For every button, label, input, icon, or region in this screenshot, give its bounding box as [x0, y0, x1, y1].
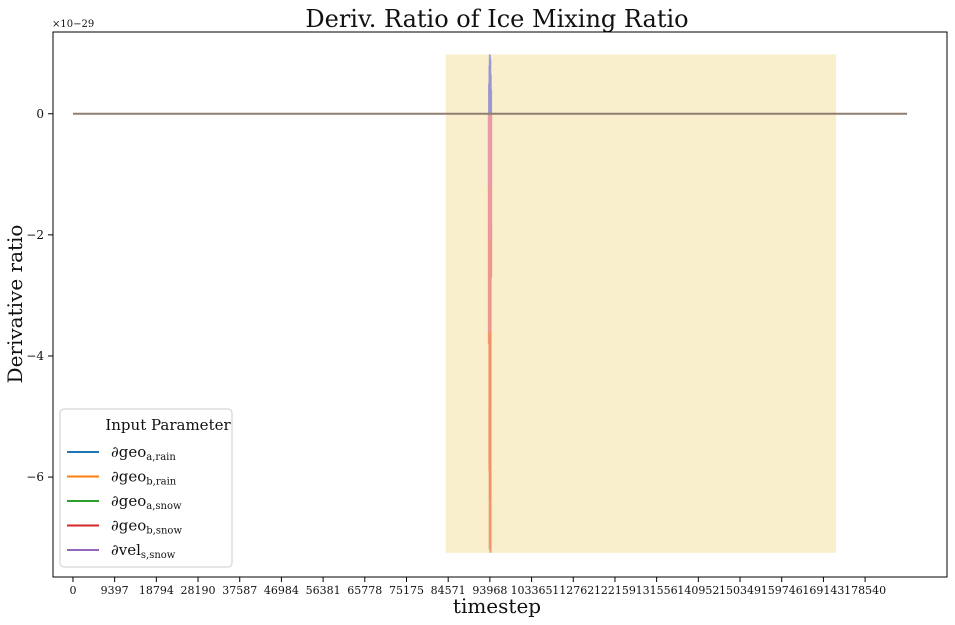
chart-title: Deriv. Ratio of Ice Mixing Ratio	[305, 5, 688, 33]
x-tick-label: 84571	[431, 584, 466, 597]
x-tick-label: 65778	[347, 584, 382, 597]
x-tick-label: 18794	[139, 584, 174, 597]
x-tick-label: 103365	[511, 584, 553, 597]
y-tick-label: −6	[26, 470, 44, 484]
legend-title: Input Parameter	[105, 416, 231, 434]
x-tick-label: 159746	[761, 584, 803, 597]
x-tick-label: 122159	[594, 584, 636, 597]
x-tick-label: 140952	[677, 584, 719, 597]
y-axis-label: Derivative ratio	[3, 225, 27, 384]
x-tick-label: 169143	[802, 584, 844, 597]
y-axis: 0 −2 −4 −6	[26, 107, 53, 484]
x-tick-label: 112762	[552, 584, 594, 597]
x-tick-label: 75175	[389, 584, 424, 597]
y-offset-label: ×10−29	[52, 19, 94, 30]
y-tick-label: −4	[26, 349, 44, 363]
x-tick-label: 46984	[264, 584, 299, 597]
x-tick-label: 37587	[222, 584, 257, 597]
x-tick-label: 0	[69, 584, 76, 597]
x-tick-label: 9397	[101, 584, 129, 597]
x-tick-label: 178540	[844, 584, 886, 597]
x-tick-label: 93968	[472, 584, 507, 597]
x-tick-label: 28190	[181, 584, 216, 597]
plot-frame	[52, 31, 948, 578]
series-2	[487, 113, 492, 332]
y-tick-label: −2	[26, 228, 44, 242]
x-axis-label: timestep	[453, 594, 541, 618]
series-3	[488, 54, 493, 114]
highlight-region	[445, 54, 837, 553]
plot-area	[72, 54, 908, 553]
x-tick-label: 56381	[306, 584, 341, 597]
legend-box	[59, 408, 233, 568]
x-tick-label: 131556	[636, 584, 678, 597]
x-axis: 0 9397 18794 28190 37587 46984 56381 65778 75175…	[69, 577, 886, 597]
legend: Input Parameter∂geoa,rain∂geob,rain∂geoa…	[59, 408, 233, 568]
y-tick-label: 0	[36, 107, 44, 121]
x-tick-label: 150349	[719, 584, 761, 597]
